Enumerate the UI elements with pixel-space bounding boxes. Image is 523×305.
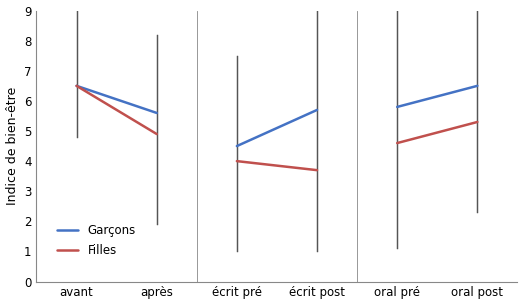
Garçons xyxy=(154,111,160,115)
Line: Garçons: Garçons xyxy=(76,86,157,113)
Garçons xyxy=(73,84,79,88)
Y-axis label: Indice de bien-être: Indice de bien-être xyxy=(6,87,18,205)
Filles xyxy=(73,84,79,88)
Filles xyxy=(154,132,160,136)
Line: Filles: Filles xyxy=(76,86,157,134)
Legend: Garçons, Filles: Garçons, Filles xyxy=(52,220,140,262)
